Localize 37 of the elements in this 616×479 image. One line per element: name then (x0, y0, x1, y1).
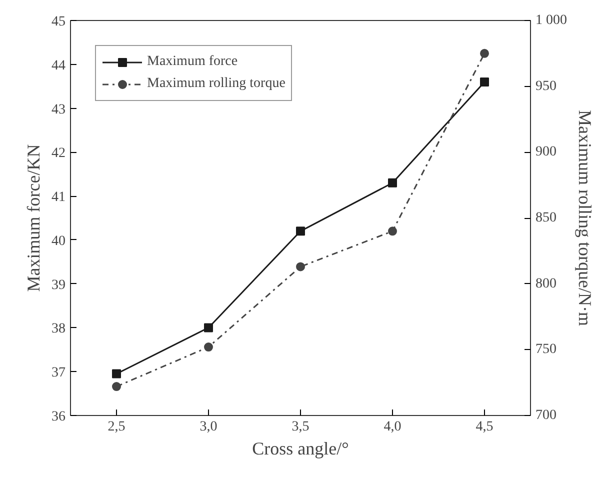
y2-tick-label: 750 (536, 342, 556, 358)
x-tick-label: 2,5 (108, 420, 126, 434)
point (388, 178, 397, 188)
y-tick-label: 36 (52, 410, 66, 424)
y-tick-label: 37 (52, 366, 66, 381)
y2-tick-label: 800 (536, 276, 556, 292)
x-tick-label: 4,0 (384, 420, 402, 434)
y-tick-label: 45 (52, 14, 66, 30)
y-tick-label: 39 (52, 278, 66, 293)
x-tick-label: 3,0 (200, 420, 218, 434)
point (480, 48, 489, 58)
point (204, 342, 213, 352)
y-tick-label: 38 (52, 322, 66, 337)
y2-tick-label: 700 (536, 408, 556, 423)
point (296, 226, 305, 236)
point (112, 382, 121, 392)
y-tick-label: 43 (52, 102, 66, 118)
point (388, 226, 397, 236)
y-axis-title: Maximum force/KN (24, 144, 44, 292)
point (480, 77, 489, 86)
y-tick-label: 41 (52, 190, 66, 206)
y2-tick-label: 950 (536, 78, 556, 94)
point (204, 323, 213, 332)
x-tick-label: 3,5 (292, 420, 310, 434)
point (296, 262, 305, 272)
legend-label: Maximum force (147, 54, 238, 70)
y2-tick-label: 850 (536, 210, 556, 226)
y-tick-label: 40 (52, 234, 66, 249)
x-tick-label: 4,5 (476, 420, 494, 434)
y2-tick-label: 1 000 (536, 13, 567, 28)
point (112, 369, 121, 378)
legend-label: Maximum rolling torque (147, 76, 286, 92)
y2-tick-label: 900 (536, 144, 556, 160)
y-tick-label: 44 (52, 58, 66, 74)
y2-axis-title: Maximum rolling torque/N·m (575, 110, 595, 326)
x-axis-title: Cross angle/° (252, 438, 349, 458)
y-tick-label: 42 (52, 146, 66, 162)
